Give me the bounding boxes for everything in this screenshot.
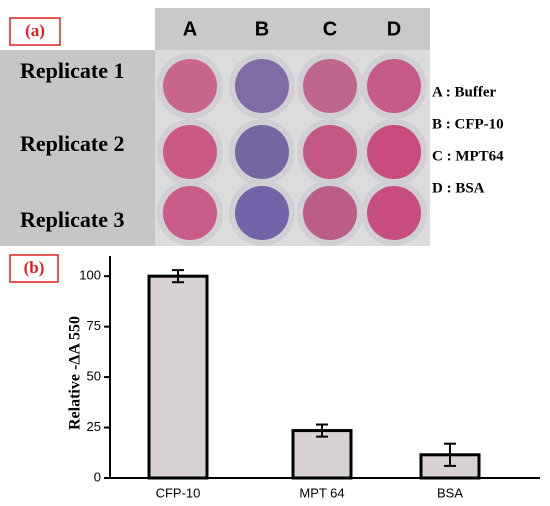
x-tick-label: BSA: [437, 485, 463, 500]
well: [163, 186, 217, 240]
panel-label: (a): [25, 21, 45, 40]
legend-text: D : BSA: [432, 180, 485, 196]
y-tick-label: 0: [94, 469, 101, 484]
bar: [291, 429, 353, 480]
well: [235, 186, 289, 240]
column-label: C: [323, 18, 337, 40]
legend-text: C : MPT64: [432, 148, 504, 164]
well: [367, 59, 421, 113]
legend-text: B : CFP-10: [432, 116, 504, 132]
label-panel: [0, 50, 158, 246]
well: [303, 59, 357, 113]
well: [367, 125, 421, 179]
x-tick-label: MPT 64: [299, 485, 344, 500]
well: [235, 59, 289, 113]
y-tick-label: 50: [87, 369, 101, 384]
well: [303, 186, 357, 240]
well: [163, 125, 217, 179]
panel-label-box: [9, 254, 59, 283]
well: [235, 125, 289, 179]
column-label: D: [387, 18, 401, 40]
row-label: Replicate 3: [20, 207, 124, 232]
x-tick-label: CFP-10: [156, 485, 201, 500]
column-label: A: [183, 18, 197, 40]
well: [303, 125, 357, 179]
row-label: Replicate 2: [20, 131, 124, 156]
well: [367, 186, 421, 240]
column-label: B: [255, 18, 269, 40]
wells: [157, 53, 427, 246]
row-label: Replicate 1: [20, 58, 124, 83]
y-tick-label: 75: [87, 318, 101, 333]
plate-header: [155, 8, 430, 50]
y-axis-label: Relative -ΔA 550: [67, 316, 84, 430]
y-tick-label: 25: [87, 419, 101, 434]
panel-label-box: [9, 17, 61, 46]
panel-label: (b): [24, 258, 45, 277]
legend-text: A : Buffer: [432, 84, 496, 100]
bar: [147, 274, 209, 480]
y-tick-label: 100: [79, 268, 101, 283]
well: [163, 59, 217, 113]
